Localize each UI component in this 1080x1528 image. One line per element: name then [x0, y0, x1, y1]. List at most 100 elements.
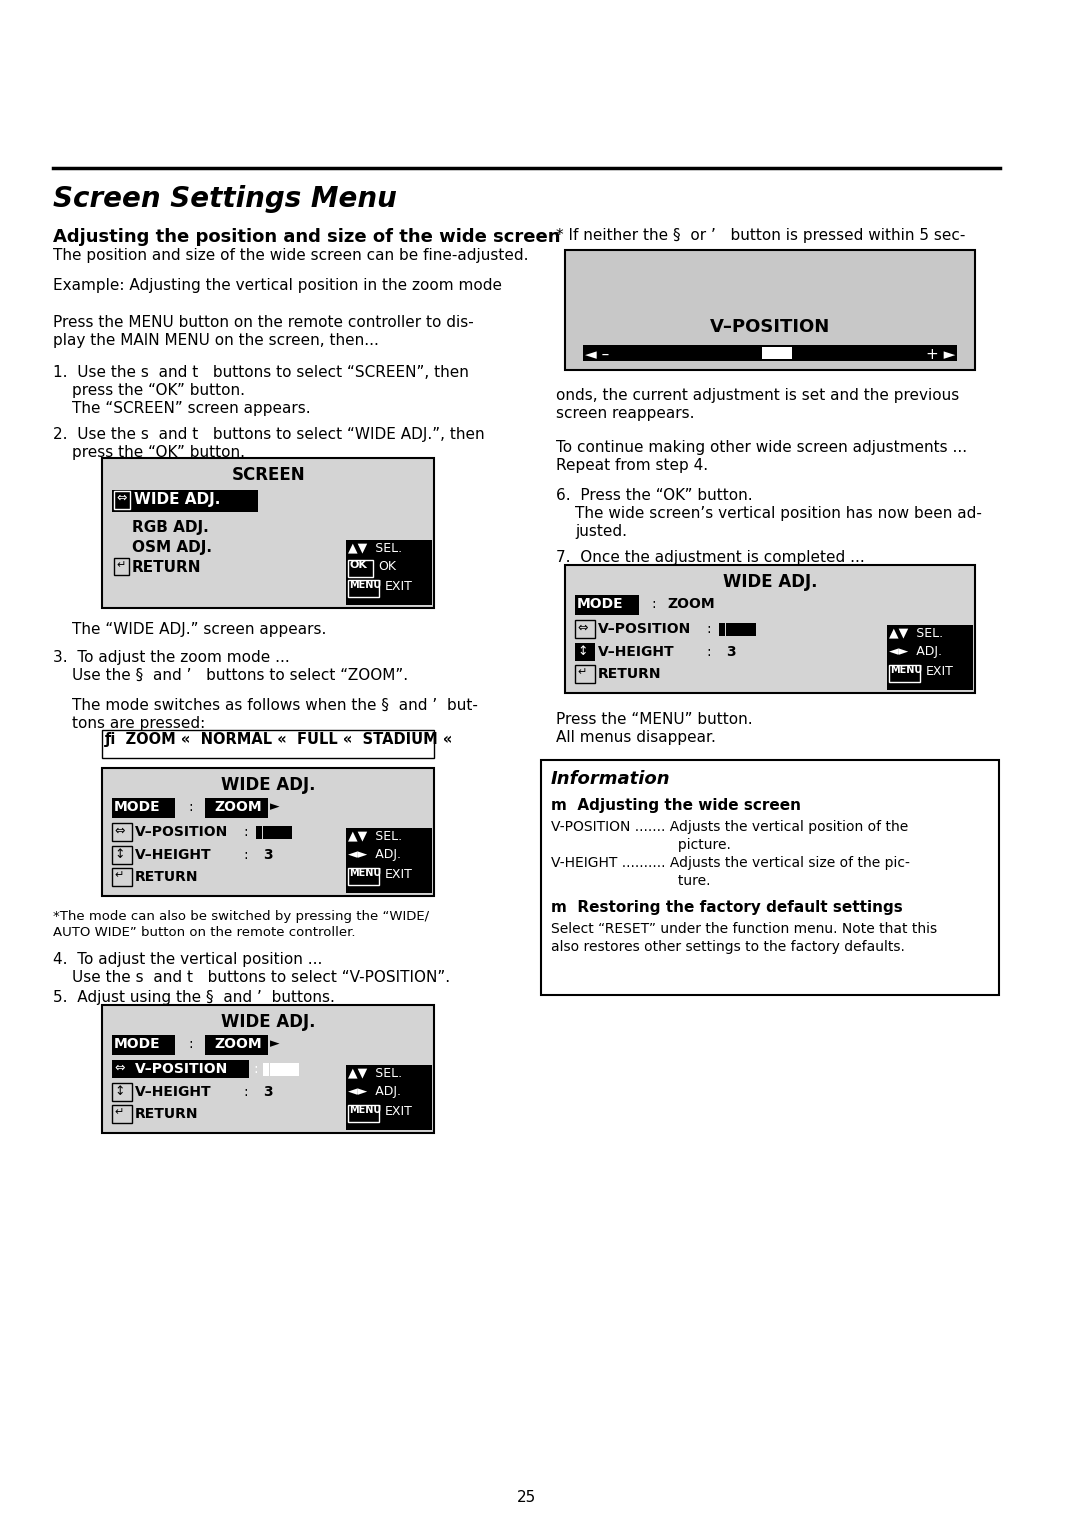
Bar [103, 1005, 434, 1132]
Text: To continue making other wide screen adjustments ...: To continue making other wide screen adj… [556, 440, 967, 455]
Text: 3.  To adjust the zoom mode ...: 3. To adjust the zoom mode ... [53, 649, 289, 665]
Text: RETURN: RETURN [132, 559, 201, 575]
Bar [889, 665, 920, 681]
Text: ►: ► [270, 1038, 280, 1050]
Bar [112, 868, 132, 886]
Text: ►: ► [270, 801, 280, 813]
Text: ZOOM: ZOOM [215, 801, 262, 814]
Text: MODE: MODE [577, 597, 624, 611]
Text: RETURN: RETURN [135, 1106, 198, 1122]
Text: EXIT: EXIT [386, 581, 413, 593]
Bar [576, 665, 595, 683]
Bar [346, 539, 432, 605]
Text: MENU: MENU [349, 868, 381, 879]
Bar [541, 759, 999, 995]
Bar [112, 490, 258, 512]
Text: Adjusting the position and size of the wide screen: Adjusting the position and size of the w… [53, 228, 561, 246]
Text: also restores other settings to the factory defaults.: also restores other settings to the fact… [551, 940, 905, 953]
Text: onds, the current adjustment is set and the previous: onds, the current adjustment is set and … [556, 388, 959, 403]
Bar [112, 1034, 175, 1054]
Text: ↵: ↵ [114, 1106, 123, 1117]
Text: ▲▼  SEL.: ▲▼ SEL. [348, 1067, 402, 1079]
Text: ZOOM: ZOOM [215, 1038, 262, 1051]
Bar [576, 620, 595, 639]
Text: MENU: MENU [349, 581, 381, 590]
Text: :: : [706, 622, 712, 636]
Text: :: : [188, 1038, 192, 1051]
Bar [112, 1060, 132, 1077]
Bar [205, 1034, 268, 1054]
Bar [264, 1063, 269, 1076]
Text: Select “RESET” under the function menu. Note that this: Select “RESET” under the function menu. … [551, 921, 937, 937]
Text: V-HEIGHT .......... Adjusts the vertical size of the pic-: V-HEIGHT .......... Adjusts the vertical… [551, 856, 909, 869]
Text: EXIT: EXIT [927, 665, 954, 678]
Bar [348, 581, 379, 597]
Text: :: : [244, 848, 248, 862]
Text: V–POSITION: V–POSITION [135, 1062, 228, 1076]
Text: ƒi  ZOOM «  NORMAL «  FULL «  STADIUM «: ƒi ZOOM « NORMAL « FULL « STADIUM « [105, 732, 454, 747]
Text: :: : [651, 597, 656, 611]
Text: The mode switches as follows when the §  and ’  but-: The mode switches as follows when the § … [72, 698, 478, 714]
Text: Press the MENU button on the remote controller to dis-: Press the MENU button on the remote cont… [53, 315, 473, 330]
Text: MENU: MENU [349, 1105, 381, 1115]
Text: 3: 3 [726, 645, 735, 659]
Text: 5.  Adjust using the §  and ’  buttons.: 5. Adjust using the § and ’ buttons. [53, 990, 335, 1005]
Bar [112, 1083, 132, 1102]
Text: RGB ADJ.: RGB ADJ. [132, 520, 208, 535]
Bar [887, 625, 973, 691]
Bar [346, 1065, 432, 1131]
Bar [566, 565, 975, 694]
Text: :: : [188, 801, 192, 814]
Text: Example: Adjusting the vertical position in the zoom mode: Example: Adjusting the vertical position… [53, 278, 501, 293]
Bar [583, 345, 957, 361]
Text: ⇔: ⇔ [114, 825, 124, 837]
Text: ⇔: ⇔ [114, 1062, 124, 1076]
Text: * If neither the §  or ’   button is pressed within 5 sec-: * If neither the § or ’ button is presse… [556, 228, 966, 243]
Text: ↕: ↕ [114, 1085, 124, 1099]
Text: SCREEN: SCREEN [231, 466, 305, 484]
Bar [103, 769, 434, 895]
Text: ZOOM: ZOOM [667, 597, 715, 611]
Text: ⇔: ⇔ [577, 622, 588, 636]
Text: V–HEIGHT: V–HEIGHT [597, 645, 674, 659]
Text: MODE: MODE [114, 1038, 161, 1051]
Text: ◄ –: ◄ – [585, 347, 609, 362]
Text: ◄►  ADJ.: ◄► ADJ. [348, 848, 401, 860]
Text: V–POSITION: V–POSITION [135, 825, 228, 839]
Text: ◄►  ADJ.: ◄► ADJ. [348, 1085, 401, 1099]
Text: 6.  Press the “OK” button.: 6. Press the “OK” button. [556, 487, 753, 503]
Text: OK: OK [349, 559, 367, 570]
Text: V-POSITION ....... Adjusts the vertical position of the: V-POSITION ....... Adjusts the vertical … [551, 821, 908, 834]
Text: Screen Settings Menu: Screen Settings Menu [53, 185, 396, 212]
Text: WIDE ADJ.: WIDE ADJ. [134, 492, 220, 507]
Text: tons are pressed:: tons are pressed: [72, 717, 205, 730]
Text: 1.  Use the s  and t   buttons to select “SCREEN”, then: 1. Use the s and t buttons to select “SC… [53, 365, 469, 380]
Text: The wide screen’s vertical position has now been ad-: The wide screen’s vertical position has … [576, 506, 982, 521]
Text: Use the §  and ’   buttons to select “ZOOM”.: Use the § and ’ buttons to select “ZOOM”… [72, 668, 408, 683]
Text: 4.  To adjust the vertical position ...: 4. To adjust the vertical position ... [53, 952, 322, 967]
Bar [270, 1063, 299, 1076]
Text: V–HEIGHT: V–HEIGHT [135, 848, 212, 862]
Text: + ►: + ► [927, 347, 956, 362]
Text: picture.: picture. [551, 837, 731, 853]
Bar [103, 730, 434, 758]
Bar [762, 347, 792, 359]
Text: MODE: MODE [114, 801, 161, 814]
Text: The position and size of the wide screen can be fine-adjusted.: The position and size of the wide screen… [53, 248, 528, 263]
Text: Repeat from step 4.: Repeat from step 4. [556, 458, 707, 474]
Text: ↵: ↵ [577, 668, 586, 677]
Text: ture.: ture. [551, 874, 711, 888]
Text: Press the “MENU” button.: Press the “MENU” button. [556, 712, 753, 727]
Bar [256, 827, 262, 839]
Text: play the MAIN MENU on the screen, then...: play the MAIN MENU on the screen, then..… [53, 333, 378, 348]
Text: 3: 3 [264, 848, 273, 862]
Text: press the “OK” button.: press the “OK” button. [72, 384, 245, 397]
Text: 7.  Once the adjustment is completed ...: 7. Once the adjustment is completed ... [556, 550, 864, 565]
Text: ◄►  ADJ.: ◄► ADJ. [889, 645, 942, 659]
Text: OK: OK [378, 559, 396, 573]
Text: AUTO WIDE” button on the remote controller.: AUTO WIDE” button on the remote controll… [53, 926, 355, 940]
Text: V–POSITION: V–POSITION [597, 622, 691, 636]
Bar [103, 458, 434, 608]
Bar [205, 798, 268, 817]
Text: :: : [244, 1085, 248, 1099]
